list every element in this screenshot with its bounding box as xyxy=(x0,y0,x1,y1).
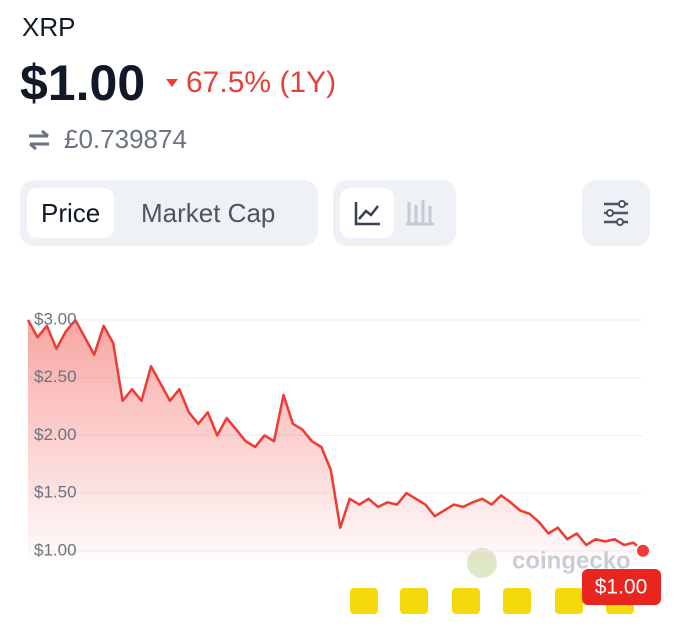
area xyxy=(28,320,643,560)
change: 67.5% (1Y) xyxy=(186,66,337,99)
converted-price: £0.739874 xyxy=(64,124,187,154)
y-tick-label: $2.50 xyxy=(34,367,77,386)
last-point xyxy=(635,542,651,559)
tab[interactable]: Price xyxy=(27,188,115,238)
price: $1.00 xyxy=(20,55,146,111)
y-tick-label: $1.00 xyxy=(34,540,77,559)
swap-icon xyxy=(29,129,49,151)
price-tag-bg xyxy=(582,569,661,605)
price-line xyxy=(26,318,644,552)
tab-group: Price Market Cap xyxy=(20,180,318,246)
y-tick-label: $2.00 xyxy=(34,425,77,444)
candle-button[interactable] xyxy=(403,196,437,230)
y-tick-label: $3.00 xyxy=(34,309,77,328)
chart-type-group xyxy=(333,180,456,246)
price-tag: $1.00 xyxy=(595,576,648,599)
symbol: XRP xyxy=(22,12,76,42)
settings-button[interactable] xyxy=(582,180,650,246)
y-tick-label: $1.50 xyxy=(34,483,77,502)
down-arrow xyxy=(166,79,178,87)
line-button[interactable] xyxy=(340,188,394,238)
tab[interactable]: Market Cap xyxy=(141,198,276,228)
